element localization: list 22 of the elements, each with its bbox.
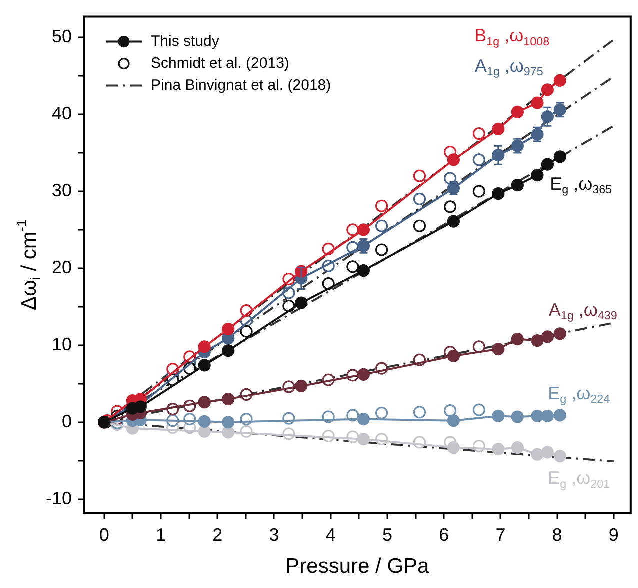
- x-tick-label: 4: [326, 524, 336, 545]
- x-tick-label: 2: [212, 524, 223, 545]
- x-tick-label: 0: [99, 524, 110, 545]
- x-tick-label: 6: [439, 524, 450, 545]
- x-tick-label: 7: [496, 524, 506, 545]
- y-tick-label: 30: [52, 180, 72, 200]
- y-tick-label: 0: [62, 411, 72, 432]
- x-tick-label: 9: [608, 524, 619, 545]
- legend-label: This study: [151, 32, 220, 50]
- legend-label: Pina Binvignat et al. (2018): [151, 76, 332, 94]
- y-tick-label: 10: [52, 334, 72, 354]
- x-tick-label: 3: [269, 524, 280, 545]
- y-axis-title: Δωi / cm-1: [14, 219, 44, 311]
- x-tick-label: 8: [552, 524, 562, 545]
- x-tick-label: 1: [156, 524, 166, 545]
- y-tick-label: 20: [52, 257, 72, 278]
- y-tick-label: -10: [46, 488, 72, 508]
- y-tick-label: 50: [52, 26, 72, 47]
- legend-label: Schmidt et al. (2013): [151, 54, 290, 72]
- y-tick-label: 40: [52, 104, 72, 124]
- x-axis-title: Pressure / GPa: [286, 555, 430, 578]
- x-tick-label: 5: [382, 524, 392, 545]
